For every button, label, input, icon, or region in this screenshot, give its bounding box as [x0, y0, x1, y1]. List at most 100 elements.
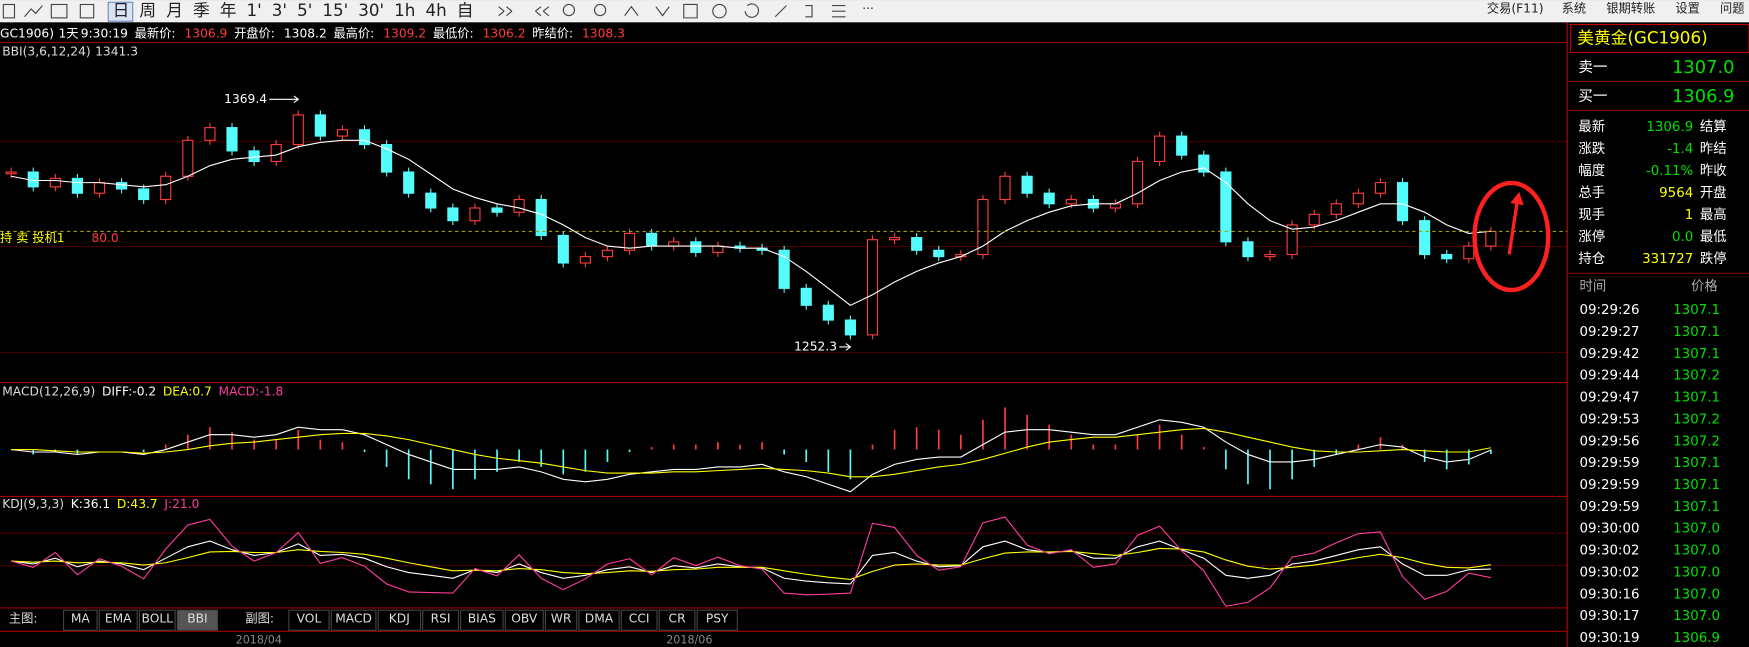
row-side: 结算 [1700, 119, 1727, 135]
tab[interactable] [288, 609, 330, 631]
period-button[interactable]: 月 [166, 0, 183, 20]
tab-text[interactable]: BIAS [468, 612, 496, 626]
candle [712, 245, 724, 253]
candle [822, 304, 834, 321]
tick-price: 1307.1 [1673, 347, 1720, 362]
tick-time: 09:29:44 [1579, 369, 1639, 384]
candle [977, 198, 989, 256]
tab-text[interactable]: CR [669, 612, 687, 626]
tab-text[interactable]: VOL [297, 612, 322, 626]
candle [778, 249, 790, 289]
position-value: 80.0 [91, 231, 118, 245]
period-button[interactable]: 30' [358, 0, 384, 20]
tab-text[interactable]: RSI [431, 612, 451, 626]
tab-text[interactable]: EMA [105, 612, 132, 626]
tick-price: 1307.1 [1673, 456, 1720, 471]
menu-item[interactable]: 问题 [1720, 1, 1745, 15]
tab-text[interactable]: MA [71, 612, 91, 626]
tab-text[interactable]: MACD [335, 612, 372, 626]
period-button[interactable]: 周 [139, 0, 156, 20]
tab[interactable] [98, 609, 138, 631]
tab-text[interactable]: BBI [187, 612, 207, 626]
tab[interactable] [544, 609, 578, 631]
period-button[interactable]: 5' [297, 0, 312, 20]
tab[interactable] [422, 609, 460, 631]
tick-price: 1307.1 [1673, 303, 1720, 318]
period-button[interactable]: 3' [272, 0, 287, 20]
tab[interactable] [658, 609, 696, 631]
row-side: 跌停 [1700, 250, 1727, 267]
tab-text[interactable]: CCI [629, 612, 650, 626]
tick-price: 1307.1 [1673, 391, 1720, 406]
icon [50, 3, 68, 19]
tick-time: 09:29:53 [1579, 412, 1639, 427]
candle [1264, 253, 1276, 258]
candle [1065, 198, 1077, 205]
date-label: 2018/04 [236, 633, 282, 646]
tab[interactable] [138, 609, 176, 631]
instrument-title: 美黄金(GC1906) [1577, 28, 1707, 48]
tab[interactable] [504, 609, 544, 631]
menu-item[interactable]: 交易(F11) [1487, 0, 1544, 15]
menu-item[interactable]: 设置 [1675, 1, 1700, 15]
tab-text[interactable]: BOLL [142, 612, 174, 626]
highlight-circle [1472, 180, 1551, 293]
row-value: 1 [1685, 208, 1694, 223]
tab-label: 主图: [9, 612, 38, 626]
icon [593, 3, 607, 17]
period-button[interactable]: 15' [322, 0, 348, 20]
tick-time: 09:29:42 [1579, 347, 1639, 362]
candle [800, 287, 812, 306]
candle [226, 127, 238, 152]
toolbar [0, 0, 1749, 23]
period-button[interactable]: 季 [193, 0, 210, 20]
tab-text[interactable]: KDJ [389, 612, 410, 626]
row-label: 持仓 [1578, 251, 1605, 267]
candle [447, 207, 459, 222]
row-side: 昨收 [1700, 163, 1727, 179]
candle [1485, 230, 1497, 247]
period-button[interactable]: 4h [425, 0, 446, 20]
period-button[interactable]: 年 [220, 0, 237, 20]
quote-label: 最高价: [333, 25, 374, 40]
tab-text[interactable]: PSY [706, 612, 729, 626]
candle [1463, 245, 1475, 260]
row-label: 幅度 [1578, 163, 1605, 179]
tick-price: 1307.1 [1673, 478, 1720, 493]
period-button[interactable]: 1h [394, 0, 415, 20]
candle [690, 241, 702, 253]
candle [1021, 175, 1033, 194]
tab[interactable] [330, 609, 377, 631]
quote-value: 1308.3 [582, 26, 625, 40]
row-side: 最低 [1700, 229, 1727, 245]
tick-price: 1307.2 [1673, 369, 1720, 384]
menu-item[interactable]: 银期转账 [1606, 0, 1655, 15]
tab[interactable] [63, 609, 98, 631]
candle [270, 143, 282, 163]
tab[interactable] [377, 609, 422, 631]
period-button[interactable]: 自 [457, 0, 474, 20]
candle [425, 192, 437, 209]
tick-price: 1307.1 [1673, 500, 1720, 515]
tab[interactable] [460, 609, 504, 631]
arrow-head [1510, 191, 1524, 206]
quote-bar [0, 23, 1568, 43]
row-value: 9564 [1659, 186, 1693, 201]
tab-text[interactable]: WR [551, 612, 572, 626]
tab[interactable] [578, 609, 620, 631]
tab[interactable] [696, 609, 738, 631]
tab[interactable] [176, 609, 219, 631]
candle [668, 241, 680, 247]
candle [71, 177, 83, 194]
period-button[interactable]: 日 [113, 0, 130, 20]
tab-text[interactable]: OBV [511, 612, 538, 626]
period-button[interactable]: 1' [247, 0, 262, 20]
candle [933, 249, 945, 258]
row-value: 1306.9 [1646, 120, 1693, 135]
candle [160, 175, 172, 201]
tab[interactable] [620, 609, 658, 631]
menu-item[interactable]: 系统 [1562, 1, 1587, 15]
candle [138, 188, 150, 201]
tab-text[interactable]: DMA [585, 612, 614, 626]
selected-period-box [107, 1, 134, 22]
